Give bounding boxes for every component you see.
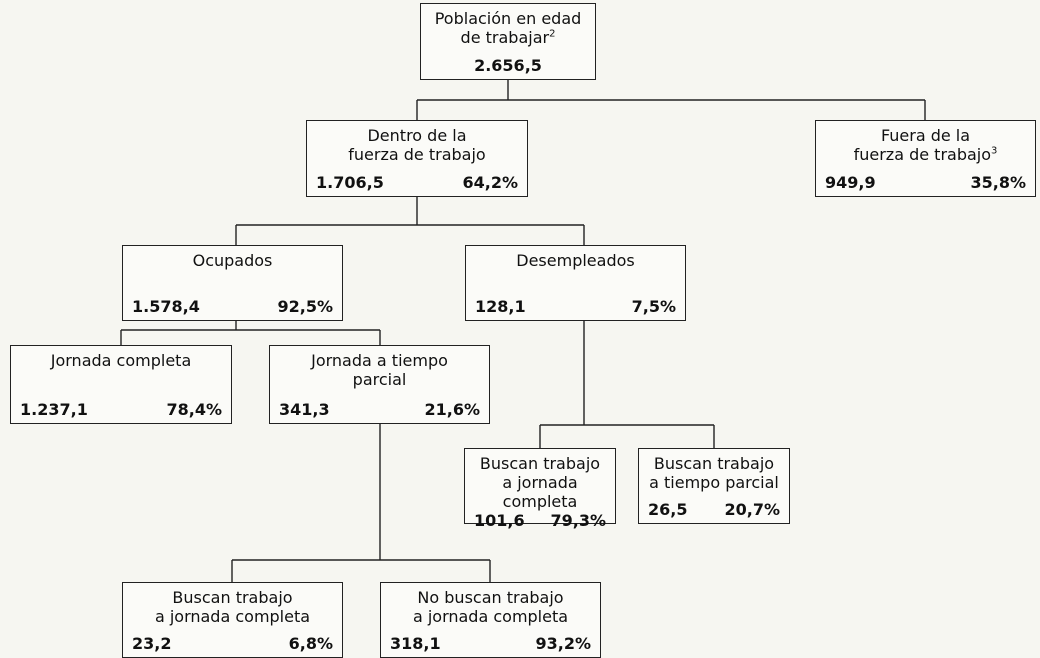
label-line: Desempleados [516, 251, 635, 270]
value-row: 1.578,4 92,5% [132, 297, 333, 316]
label-line: Buscan trabajo [653, 454, 775, 473]
node-label: Desempleados [475, 251, 676, 270]
node-label: Jornada a tiempo parcial [279, 351, 480, 389]
node-value: 101,6 [474, 511, 525, 530]
node-label: Buscan trabajo a jornada completa [132, 588, 333, 626]
label-line: a tiempo parcial [649, 473, 779, 492]
node-share: 6,8% [288, 634, 333, 653]
label-line: de trabajar2 [460, 28, 556, 47]
node-share: 35,8% [970, 173, 1026, 192]
node-box: Jornada completa 1.237,1 78,4% [10, 345, 232, 424]
node-value: 1.706,5 [316, 173, 384, 192]
value-row: 949,9 35,8% [825, 173, 1026, 192]
node-box: Ocupados 1.578,4 92,5% [122, 245, 343, 321]
node-value: 2.656,5 [474, 56, 542, 75]
label-line: Ocupados [192, 251, 273, 270]
label-line: parcial [352, 370, 407, 389]
label-line: Buscan trabajo [479, 454, 601, 473]
node-share: 7,5% [631, 297, 676, 316]
value-row: 101,6 79,3% [474, 511, 606, 530]
label-line: fuerza de trabajo [348, 145, 486, 164]
label-line: Buscan trabajo [172, 588, 293, 607]
label-line: fuerza de trabajo3 [853, 145, 998, 164]
node-share: 93,2% [535, 634, 591, 653]
label-line: a jornada completa [502, 473, 578, 511]
node-label: Jornada completa [20, 351, 222, 370]
value-row: 2.656,5 [430, 56, 586, 75]
node-label: Ocupados [132, 251, 333, 270]
node-box: Dentro de la fuerza de trabajo 1.706,5 64,2… [306, 120, 528, 197]
node-value: 341,3 [279, 400, 330, 419]
label-line: a jornada completa [154, 607, 311, 626]
node-box: Jornada a tiempo parcial 341,3 21,6% [269, 345, 490, 424]
node-value: 1.578,4 [132, 297, 200, 316]
node-share: 21,6% [424, 400, 480, 419]
node-share: 79,3% [550, 511, 606, 530]
node-value: 1.237,1 [20, 400, 88, 419]
node-share: 20,7% [724, 500, 780, 519]
node-box: Población en edad de trabajar2 2.656,5 [420, 3, 596, 80]
label-line: Población en edad [434, 9, 582, 28]
label-line: Jornada a tiempo [311, 351, 448, 370]
footnote-mark: 3 [991, 145, 998, 157]
node-box: Fuera de la fuerza de trabajo3 949,9 35,8% [815, 120, 1036, 197]
label-line: Dentro de la [367, 126, 467, 145]
label-line: a jornada completa [412, 607, 569, 626]
node-value: 949,9 [825, 173, 876, 192]
label-line: Fuera de la [880, 126, 971, 145]
value-row: 23,2 6,8% [132, 634, 333, 653]
node-box: Desempleados 128,1 7,5% [465, 245, 686, 321]
node-value: 318,1 [390, 634, 441, 653]
value-row: 128,1 7,5% [475, 297, 676, 316]
node-share: 64,2% [462, 173, 518, 192]
node-value: 26,5 [648, 500, 688, 519]
value-row: 318,1 93,2% [390, 634, 591, 653]
label-line: No buscan trabajo [417, 588, 564, 607]
footnote-mark: 2 [549, 28, 556, 40]
value-row: 1.237,1 78,4% [20, 400, 222, 419]
node-box: Buscan trabajo a jornada completa 101,6 79,… [464, 448, 616, 530]
node-box: No buscan trabajo a jornada completa 318,1… [380, 582, 601, 658]
node-share: 92,5% [277, 297, 333, 316]
node-label: Buscan trabajo a jornada completa [474, 454, 606, 511]
node-label: Fuera de la fuerza de trabajo3 [825, 126, 1026, 164]
node-share: 78,4% [166, 400, 222, 419]
node-label: Dentro de la fuerza de trabajo [316, 126, 518, 164]
label-line: Jornada completa [50, 351, 192, 370]
value-row: 341,3 21,6% [279, 400, 480, 419]
node-value: 128,1 [475, 297, 526, 316]
node-value: 23,2 [132, 634, 172, 653]
node-label: Buscan trabajo a tiempo parcial [648, 454, 780, 492]
node-label: No buscan trabajo a jornada completa [390, 588, 591, 626]
node-label: Población en edad de trabajar2 [430, 9, 586, 47]
node-box: Buscan trabajo a tiempo parcial 26,5 20,7% [638, 448, 790, 524]
value-row: 26,5 20,7% [648, 500, 780, 519]
node-box: Buscan trabajo a jornada completa 23,2 6,8% [122, 582, 343, 658]
value-row: 1.706,5 64,2% [316, 173, 518, 192]
